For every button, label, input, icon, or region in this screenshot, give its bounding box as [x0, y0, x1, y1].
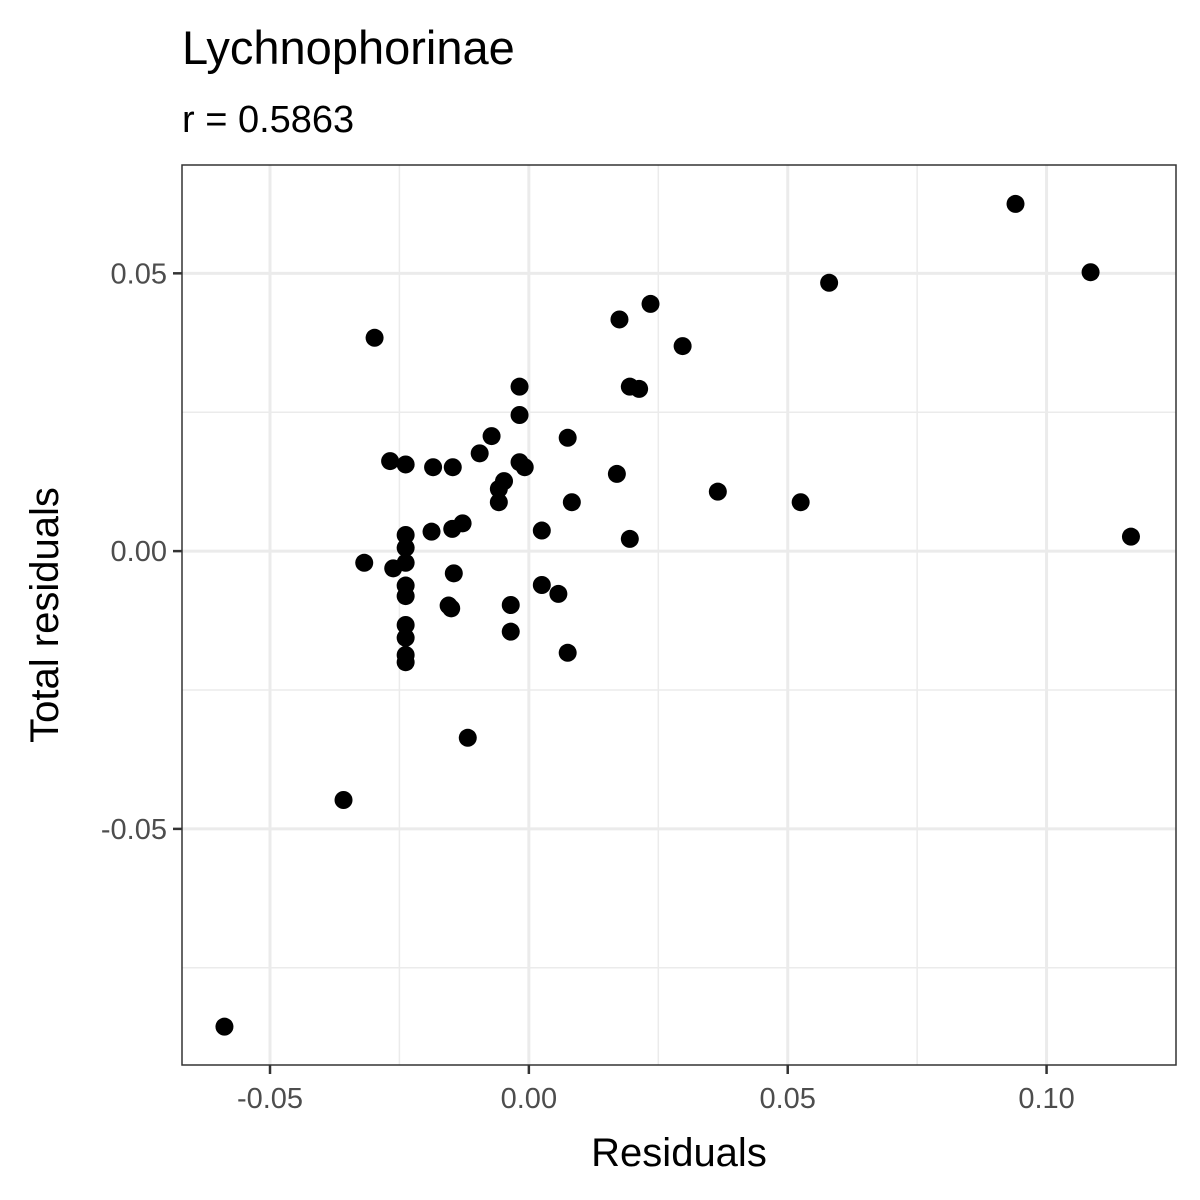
data-point — [482, 427, 501, 446]
data-point — [1006, 194, 1025, 213]
y-axis: -0.05 0.00 0.05 — [101, 258, 182, 846]
y-tick-label: 0.05 — [111, 258, 167, 290]
data-point — [1081, 263, 1100, 282]
data-point — [510, 406, 529, 424]
x-tick-label: 0.10 — [1018, 1083, 1074, 1115]
y-axis-title: Total residuals — [23, 487, 67, 743]
data-point — [501, 622, 520, 641]
data-point — [396, 455, 415, 474]
data-point — [1121, 527, 1140, 546]
data-point — [562, 493, 581, 512]
data-point — [355, 553, 374, 572]
x-axis: -0.05 0.00 0.05 0.10 — [237, 1065, 1075, 1115]
data-point — [443, 458, 462, 477]
data-point — [610, 310, 629, 329]
data-point — [458, 728, 477, 747]
data-point — [396, 653, 415, 672]
data-point — [708, 482, 727, 501]
data-point — [334, 791, 353, 809]
x-tick-label: 0.05 — [759, 1083, 815, 1115]
panel-background — [182, 165, 1176, 1065]
data-point — [532, 521, 551, 540]
data-point — [820, 273, 839, 292]
x-tick-label: 0.00 — [501, 1083, 557, 1115]
data-point — [381, 452, 400, 471]
data-point — [215, 1017, 234, 1036]
y-tick-label: -0.05 — [101, 814, 167, 846]
data-point — [489, 493, 508, 512]
data-point — [501, 596, 520, 614]
data-point — [396, 628, 415, 647]
data-point — [607, 464, 626, 483]
minor-gridlines — [182, 165, 1176, 1065]
data-point — [510, 377, 529, 396]
data-point — [396, 616, 415, 634]
data-point — [444, 564, 463, 583]
data-point — [396, 526, 415, 544]
y-tick-label: 0.00 — [111, 536, 167, 568]
data-point — [396, 587, 415, 606]
data-point — [558, 428, 577, 447]
chart-subtitle: r = 0.5863 — [182, 99, 354, 141]
x-tick-label: -0.05 — [237, 1083, 303, 1115]
data-point — [630, 379, 649, 398]
data-point — [443, 519, 462, 538]
major-gridlines — [182, 165, 1176, 1065]
data-point — [396, 538, 415, 557]
data-point — [558, 643, 577, 662]
plot-panel — [181, 164, 1177, 1066]
data-point — [442, 599, 461, 618]
data-point — [515, 458, 534, 477]
data-point — [422, 522, 441, 541]
data-points — [215, 194, 1140, 1036]
data-point — [641, 294, 660, 313]
data-point — [424, 458, 443, 477]
data-point — [549, 584, 568, 603]
data-point — [620, 529, 639, 548]
data-point — [532, 576, 551, 594]
panel-border — [181, 164, 1177, 1066]
data-point — [791, 493, 810, 512]
x-axis-title: Residuals — [591, 1131, 767, 1175]
data-point — [489, 479, 508, 498]
data-point — [470, 444, 489, 463]
data-point — [365, 328, 384, 347]
chart-title: Lychnophorinae — [182, 21, 515, 74]
data-point — [396, 553, 415, 572]
data-point — [673, 337, 692, 356]
